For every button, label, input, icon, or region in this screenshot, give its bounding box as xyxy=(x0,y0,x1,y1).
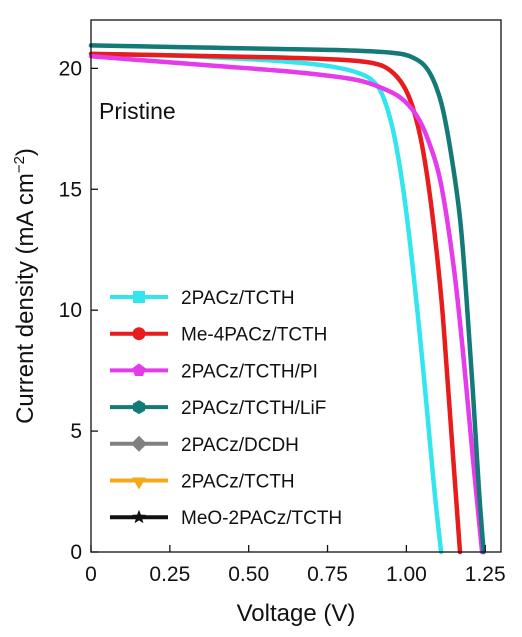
legend-marker-square xyxy=(133,291,145,303)
x-tick-label: 1.00 xyxy=(386,563,427,586)
y-tick-label: 15 xyxy=(59,178,82,201)
legend-item-2pacz-tcth-lif-3: 2PACz/TCTH/LiF xyxy=(110,398,326,419)
series-line-2pacz-tcth-lif-3 xyxy=(88,43,486,555)
x-tick-label: 0.75 xyxy=(307,563,348,586)
y-tick-label: 10 xyxy=(59,299,82,322)
y-axis-title: Current density (mA cm−2) xyxy=(11,148,39,424)
legend-label: 2PACz/DCDH xyxy=(181,435,299,456)
y-tick-label: 5 xyxy=(70,420,82,443)
legend: 2PACz/TCTH Me-4PACz/TCTH 2PACz/TCTH/PI 2PAC… xyxy=(110,288,342,529)
legend-marker-pentagon xyxy=(132,363,146,377)
legend-label: MeO-2PACz/TCTH xyxy=(181,508,342,529)
y-axis-title-close: ) xyxy=(12,148,39,156)
x-axis-title: Voltage (V) xyxy=(237,600,356,627)
legend-label: Me-4PACz/TCTH xyxy=(181,325,327,346)
legend-item-2pacz-tcth-pi-2: 2PACz/TCTH/PI xyxy=(110,361,318,382)
x-tick-label: 0.50 xyxy=(228,563,269,586)
ticks-layer: 0 0.25 0.50 0.75 1.00 1.25 0 5 10 15 20 xyxy=(59,57,506,586)
series-line-2pacz-tcth-pi-2 xyxy=(88,54,485,555)
legend-item-2pacz-tcth-0: 2PACz/TCTH xyxy=(110,288,295,309)
x-tick-label: 0.25 xyxy=(149,563,190,586)
legend-item-2pacz-tcth-5: 2PACz/TCTH xyxy=(110,472,295,493)
curves-layer xyxy=(88,43,486,555)
legend-marker-hexagon xyxy=(132,400,146,415)
legend-label: 2PACz/TCTH xyxy=(181,288,295,309)
series-line-me-4pacz-tcth-1 xyxy=(88,51,463,555)
legend-item-2pacz-dcdh-4: 2PACz/DCDH xyxy=(110,435,299,456)
legend-marker-star xyxy=(131,509,147,524)
legend-item-meo-2pacz-tcth-6: MeO-2PACz/TCTH xyxy=(110,508,342,529)
y-tick-label: 20 xyxy=(59,57,82,80)
legend-label: 2PACz/TCTH/PI xyxy=(181,361,318,382)
y-axis-title-main: Current density (mA cm xyxy=(12,173,39,424)
y-tick-label: 0 xyxy=(70,541,82,564)
plot-frame xyxy=(90,19,502,553)
y-axis-title-superscript: −2 xyxy=(11,156,28,173)
legend-label: 2PACz/TCTH xyxy=(181,472,295,493)
legend-label: 2PACz/TCTH/LiF xyxy=(181,398,326,419)
legend-marker-diamond xyxy=(131,435,147,452)
legend-marker-circle xyxy=(132,327,146,341)
legend-marker-triangle-down xyxy=(132,477,146,490)
x-tick-label: 1.25 xyxy=(465,563,506,586)
pristine-annotation: Pristine xyxy=(99,98,176,124)
x-tick-label: 0 xyxy=(85,563,97,586)
legend-item-me-4pacz-tcth-1: Me-4PACz/TCTH xyxy=(110,325,327,346)
